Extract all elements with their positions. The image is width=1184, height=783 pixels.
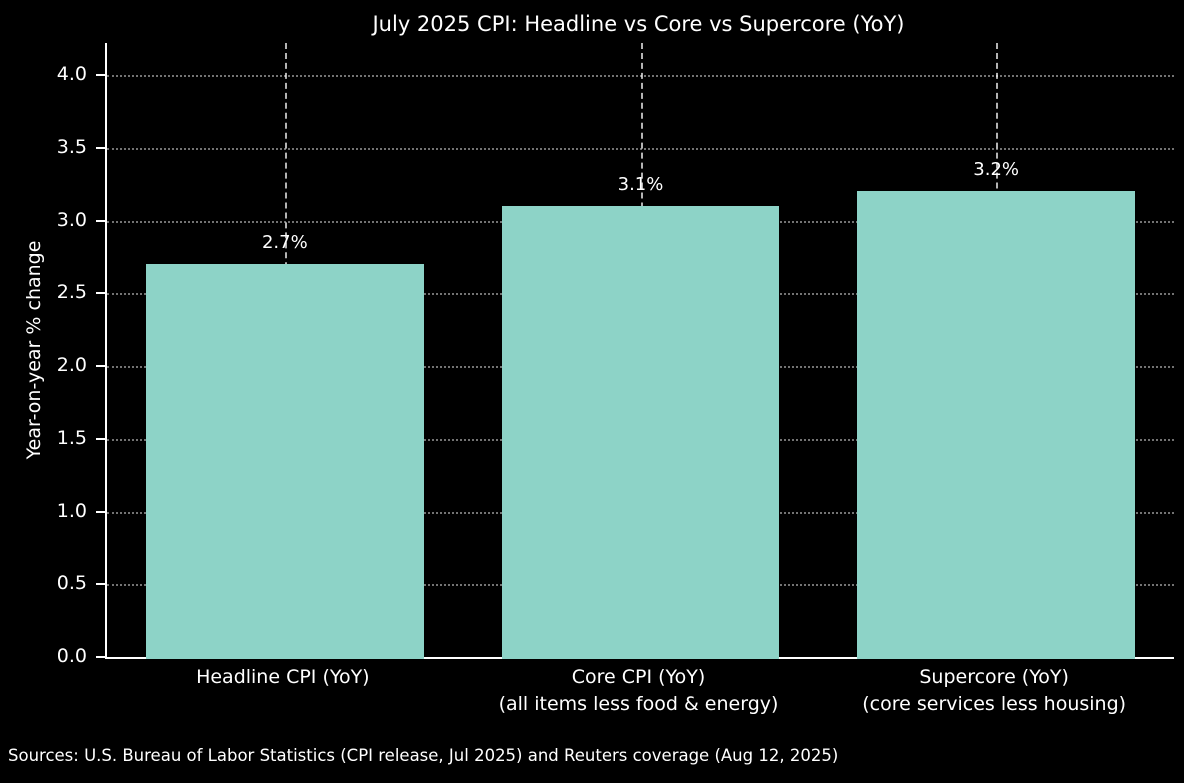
y-tick-label: 1.0	[56, 499, 87, 522]
y-tick-mark	[96, 656, 105, 658]
y-tick-mark	[96, 146, 105, 149]
y-axis-label: Year-on-year % change	[23, 240, 45, 460]
y-tick-label: 3.5	[56, 135, 87, 158]
x-tick-label-line1: Headline CPI (YoY)	[196, 666, 370, 688]
bar-1	[146, 264, 424, 659]
chart-title: July 2025 CPI: Headline vs Core vs Super…	[372, 12, 905, 36]
x-tick-label: Headline CPI (YoY)	[196, 664, 370, 691]
bar-value-label: 3.1%	[617, 173, 664, 195]
y-tick-label: 0.0	[56, 645, 87, 667]
plot-area: 2.7% 3.1% 3.2%	[96, 43, 1174, 659]
bar-value-label: 2.7%	[261, 232, 308, 254]
bar-3	[857, 191, 1135, 659]
y-tick-label: 2.5	[56, 281, 87, 304]
x-tick-label: Supercore (YoY) (core services less housi…	[862, 664, 1126, 718]
y-tick-mark	[96, 437, 105, 440]
y-tick-mark	[96, 219, 105, 222]
bar-value-label: 3.2%	[973, 159, 1020, 181]
y-tick-label: 4.0	[56, 63, 87, 85]
y-tick-label: 1.5	[56, 426, 87, 449]
y-tick-mark	[96, 510, 105, 513]
bar-2	[501, 205, 780, 659]
y-tick-label: 2.0	[56, 354, 87, 376]
y-tick-label: 0.5	[56, 572, 87, 595]
y-tick-mark	[96, 74, 105, 76]
x-tick-label-line1: Supercore (YoY)	[919, 666, 1069, 688]
source-note: Sources: U.S. Bureau of Labor Statistics…	[8, 746, 839, 765]
y-tick-mark	[96, 292, 105, 295]
y-tick-mark	[96, 583, 105, 586]
y-tick-mark	[96, 365, 105, 367]
x-tick-label: Core CPI (YoY) (all items less food & ene…	[499, 664, 779, 718]
x-tick-label-line2: (core services less housing)	[862, 693, 1127, 715]
y-tick-label: 3.0	[56, 208, 87, 231]
x-tick-label-line2: (all items less food & energy)	[498, 693, 779, 715]
x-tick-label-line1: Core CPI (YoY)	[571, 666, 706, 688]
